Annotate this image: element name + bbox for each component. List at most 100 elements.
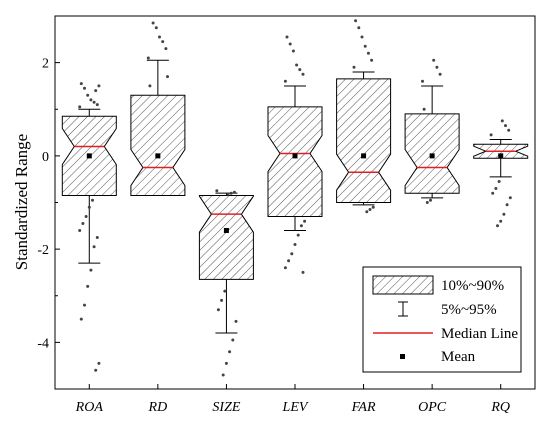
x-category-label: OPC — [418, 400, 447, 415]
box-lev — [267, 35, 323, 274]
outlier-point — [504, 124, 507, 128]
x-axis: ROA RD SIZE LEV FAR OPC RQ — [75, 384, 510, 415]
outlier-point — [231, 338, 235, 342]
outlier-point — [94, 368, 98, 372]
outlier-point — [92, 245, 96, 249]
outlier-point — [232, 190, 236, 194]
x-category-label: LEV — [282, 400, 309, 415]
outlier-point — [95, 236, 99, 239]
legend-whisker-swatch — [398, 301, 408, 317]
outlier-point — [166, 75, 169, 79]
x-category-label: RD — [148, 400, 168, 415]
outlier-point — [301, 270, 305, 274]
mean-marker — [498, 153, 504, 159]
y-tick-label: 0 — [42, 150, 49, 165]
outlier-point — [89, 268, 93, 272]
box-rq — [473, 119, 529, 228]
outlier-point — [508, 196, 512, 200]
outlier-point — [283, 266, 287, 270]
outlier-point — [221, 373, 225, 377]
outlier-point — [494, 187, 498, 190]
y-axis: -4 -2 0 2 — [37, 15, 60, 390]
outlier-point — [234, 319, 238, 323]
outlier-point — [293, 243, 297, 246]
box-far — [336, 19, 392, 214]
outlier-point — [224, 361, 228, 365]
box-body — [198, 195, 254, 280]
outlier-point — [97, 84, 101, 88]
outlier-point — [497, 180, 501, 183]
outlier-point — [79, 317, 83, 321]
legend-mean-swatch — [400, 354, 405, 359]
outlier-point — [295, 63, 299, 67]
outlier-point — [502, 212, 506, 216]
outlier-point — [91, 198, 94, 202]
box-rd — [130, 21, 186, 197]
outlier-point — [435, 65, 439, 69]
outlier-point — [158, 35, 161, 39]
outlier-point — [429, 198, 432, 202]
outlier-point — [287, 259, 291, 263]
outlier-point — [148, 84, 152, 88]
y-tick-label: 2 — [42, 57, 49, 72]
outlier-point — [223, 289, 227, 293]
outlier-point — [303, 219, 307, 223]
mean-marker — [86, 153, 92, 159]
outlier-point — [438, 72, 442, 76]
legend-label-box: 10%~90% — [441, 278, 504, 294]
x-category-label: RQ — [490, 400, 510, 415]
outlier-point — [79, 82, 83, 86]
outlier-point — [216, 308, 220, 312]
mean-marker — [223, 227, 229, 233]
outlier-point — [299, 224, 303, 228]
boxes-group — [61, 19, 529, 377]
outlier-point — [215, 189, 219, 193]
outlier-point — [226, 192, 230, 196]
legend-box-swatch — [372, 275, 434, 295]
outlier-point — [228, 350, 232, 354]
y-tick-label: -4 — [37, 336, 49, 351]
outlier-point — [298, 68, 302, 72]
outlier-point — [352, 65, 356, 69]
box-roa — [61, 82, 117, 372]
legend-label-whisker: 5%~95% — [441, 302, 497, 318]
outlier-point — [78, 229, 82, 232]
box-size — [198, 189, 254, 377]
legend: 10%~90% 5%~95% Median Line Mean — [362, 266, 522, 373]
mean-marker — [292, 153, 298, 159]
outlier-point — [151, 21, 155, 25]
box-body — [130, 94, 186, 196]
outlier-point — [489, 133, 493, 137]
outlier-point — [354, 19, 358, 23]
x-category-label: FAR — [351, 400, 376, 415]
outlier-point — [285, 35, 289, 39]
outlier-point — [366, 51, 370, 55]
outlier-point — [499, 219, 503, 223]
outlier-point — [425, 201, 429, 204]
outlier-point — [229, 191, 233, 195]
outlier-point — [505, 203, 509, 207]
outlier-point — [97, 361, 101, 365]
x-category-label: SIZE — [212, 400, 240, 415]
outlier-point — [86, 284, 90, 288]
outlier-point — [421, 79, 424, 83]
outlier-point — [89, 98, 93, 102]
legend-label-mean: Mean — [441, 349, 476, 365]
x-category-label: ROA — [75, 400, 104, 415]
outlier-point — [86, 93, 90, 97]
mean-marker — [155, 153, 161, 159]
outlier-point — [94, 89, 98, 93]
outlier-point — [491, 191, 495, 195]
outlier-point — [83, 86, 86, 90]
outlier-point — [357, 26, 361, 30]
legend-label-median: Median Line — [441, 326, 518, 342]
outlier-point — [296, 233, 300, 237]
outlier-point — [164, 47, 168, 51]
outlier-point — [283, 79, 287, 83]
outlier-point — [78, 105, 82, 109]
outlier-point — [365, 210, 369, 214]
outlier-point — [371, 205, 375, 209]
box-opc — [404, 58, 460, 204]
outlier-point — [422, 107, 426, 111]
